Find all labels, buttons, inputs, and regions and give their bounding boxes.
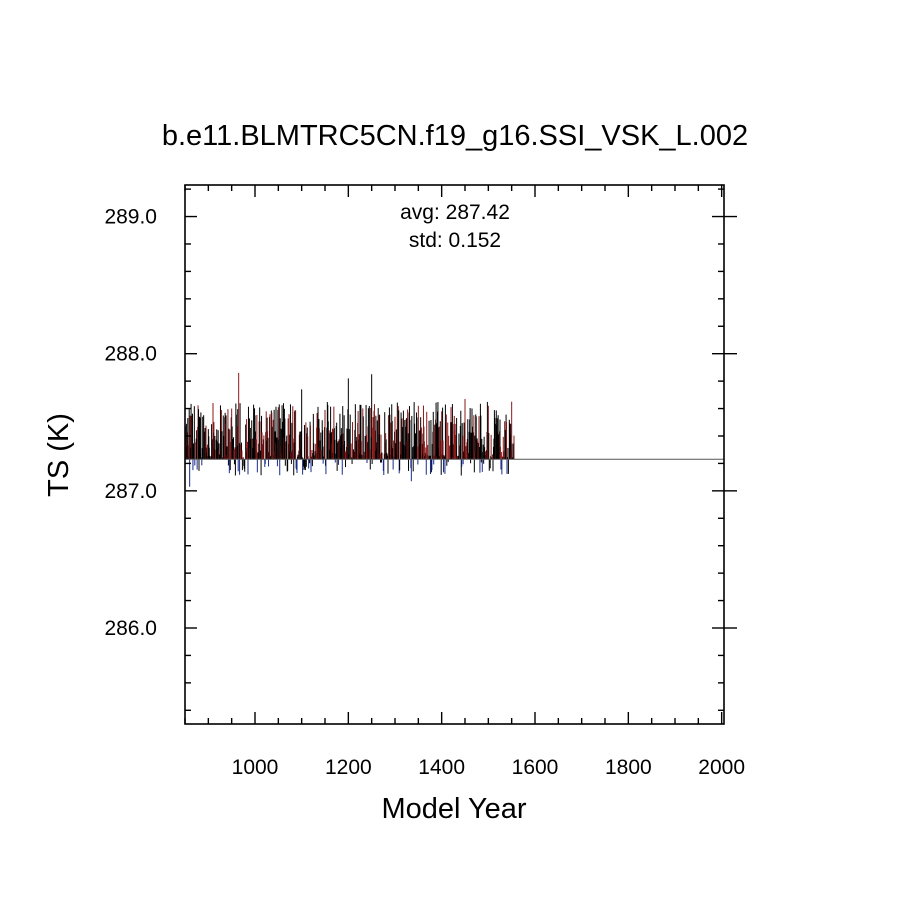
y-tick-label: 288.0: [104, 343, 157, 366]
y-tick-label: 289.0: [104, 206, 157, 229]
x-tick-label: 1200: [325, 756, 372, 779]
y-axis-label: TS (K): [43, 413, 75, 497]
avg-stat: avg: 287.42: [400, 201, 510, 224]
x-tick-label: 1600: [512, 756, 559, 779]
x-axis-label: Model Year: [381, 793, 526, 825]
y-tick-label: 287.0: [104, 480, 157, 503]
std-stat: std: 0.152: [409, 229, 501, 252]
chart-title: b.e11.BLMTRC5CN.f19_g16.SSI_VSK_L.002: [162, 120, 748, 152]
x-tick-label: 1000: [232, 756, 279, 779]
plot-frame: [184, 184, 725, 725]
x-tick-label: 1800: [605, 756, 652, 779]
y-tick-label: 286.0: [104, 617, 157, 640]
x-tick-label: 1400: [418, 756, 465, 779]
tick-labels: 1000 1200 1400 1600 1800 2000 286.0 287.0 288.0 2…: [104, 206, 745, 779]
x-tick-label: 2000: [698, 756, 745, 779]
data-bars: [184, 372, 515, 487]
axis-ticks: [184, 185, 737, 724]
